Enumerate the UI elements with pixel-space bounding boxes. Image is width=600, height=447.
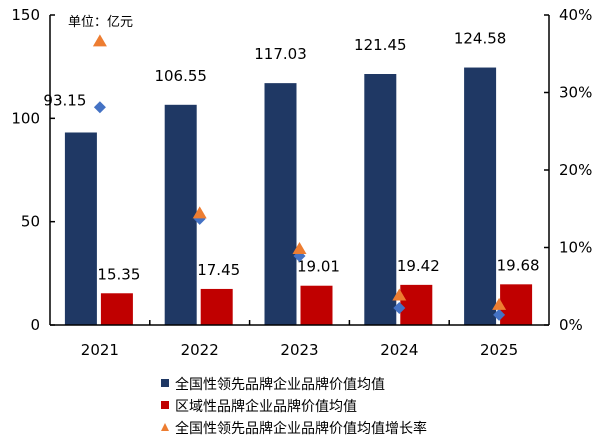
growth-triangle-marker <box>392 288 407 301</box>
data-label: 117.03 <box>254 45 307 63</box>
legend-label: 区域性品牌企业品牌价值均值 <box>175 398 357 415</box>
growth-triangle-marker <box>492 297 507 310</box>
diamond-marker <box>393 301 406 314</box>
legend-triangle-icon <box>161 423 169 431</box>
diamond-marker <box>493 308 506 321</box>
bar-regional-2024 <box>400 284 433 325</box>
right-tick-label: 10% <box>559 239 592 257</box>
legend-swatch <box>161 379 169 387</box>
data-label: 121.45 <box>354 36 407 54</box>
growth-triangle-marker <box>92 34 107 47</box>
bar-national-2024 <box>364 74 397 326</box>
diamond-marker <box>93 101 106 114</box>
bar-national-2022 <box>164 104 197 326</box>
bar-regional-2025 <box>500 284 533 325</box>
x-tick-label: 2025 <box>480 341 518 359</box>
right-tick-label: 30% <box>559 84 592 102</box>
bar-national-2025 <box>464 67 497 325</box>
right-tick-label: 20% <box>559 161 592 179</box>
right-tick-label: 40% <box>559 6 592 24</box>
data-label: 15.35 <box>97 265 140 283</box>
data-label: 19.01 <box>297 258 340 276</box>
data-label: 106.55 <box>154 67 207 85</box>
growth-triangle-marker <box>292 242 307 255</box>
data-label: 19.42 <box>397 257 440 275</box>
bar-regional-2022 <box>200 288 233 325</box>
x-tick-label: 2022 <box>181 341 219 359</box>
left-tick-label: 0 <box>30 316 40 334</box>
data-label: 17.45 <box>197 261 240 279</box>
left-tick-label: 100 <box>11 109 40 127</box>
x-tick-label: 2023 <box>280 341 318 359</box>
legend: 全国性领先品牌企业品牌价值均值区域性品牌企业品牌价值均值全国性领先品牌企业品牌价… <box>161 376 427 437</box>
legend-label: 全国性领先品牌企业品牌价值均值 <box>175 376 385 393</box>
bar-national-2023 <box>264 83 297 325</box>
unit-label: 单位：亿元 <box>68 15 133 30</box>
legend-swatch <box>161 401 169 409</box>
bar-national-2021 <box>64 132 97 325</box>
data-label: 93.15 <box>43 91 86 109</box>
x-tick-label: 2024 <box>380 341 418 359</box>
left-tick-label: 150 <box>11 6 40 24</box>
x-tick-label: 2021 <box>81 341 119 359</box>
growth-triangle-marker <box>192 206 207 219</box>
data-label: 19.68 <box>497 256 540 274</box>
left-tick-label: 50 <box>21 213 40 231</box>
bar-regional-2023 <box>300 285 333 325</box>
bar-regional-2021 <box>100 293 133 325</box>
legend-label: 全国性领先品牌企业品牌价值均值增长率 <box>175 420 427 437</box>
right-tick-label: 0% <box>559 316 583 334</box>
data-label: 124.58 <box>454 30 507 48</box>
